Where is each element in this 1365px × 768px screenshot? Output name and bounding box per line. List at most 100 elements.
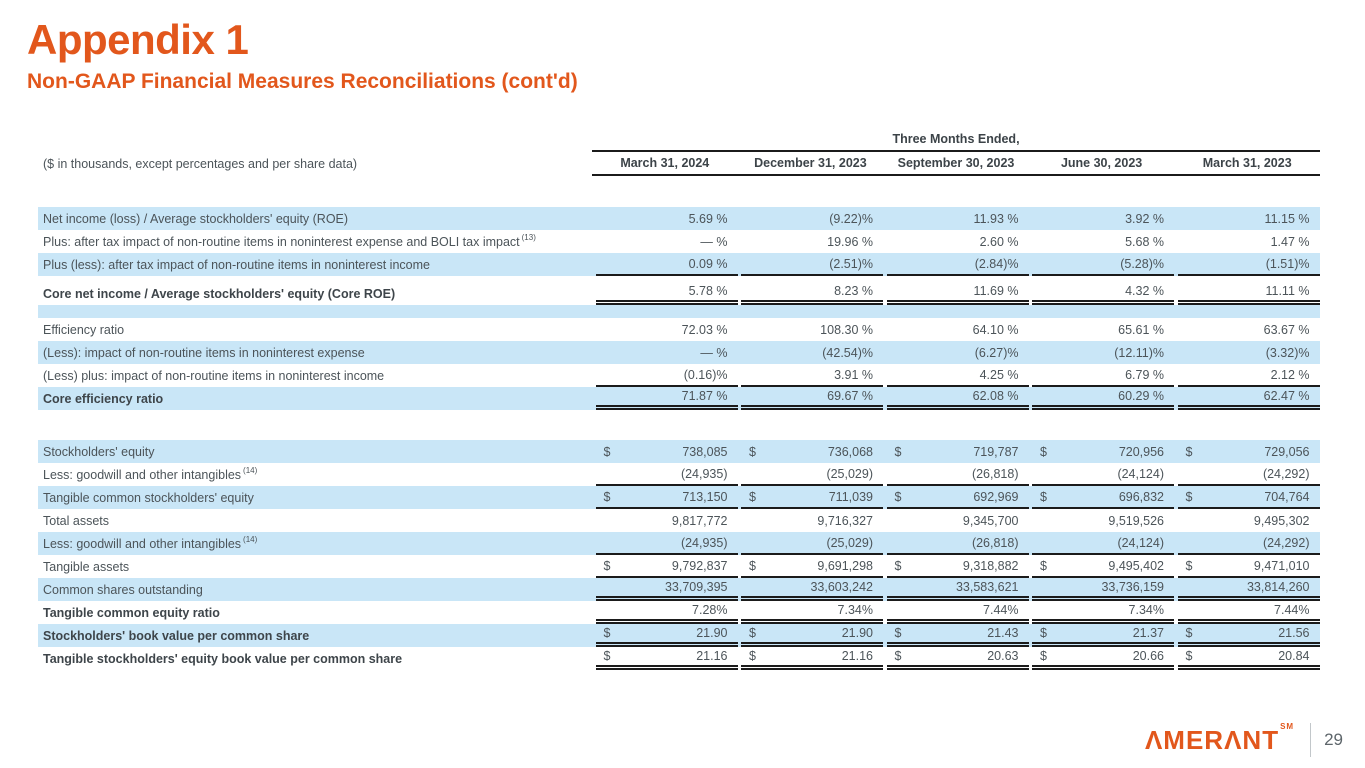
value-text: (24,124)	[1117, 535, 1164, 550]
page-title: Appendix 1	[27, 16, 249, 63]
table-row: Core net income / Average stockholders' …	[38, 282, 1320, 305]
cell-value: (24,935)	[595, 463, 738, 486]
cell-value: 5.68 %	[1032, 230, 1174, 253]
cell-value: 7.34%	[1032, 601, 1174, 624]
value-text: (26,818)	[971, 535, 1019, 550]
row-label: Stockholders' book value per common shar…	[43, 628, 310, 643]
cell-value: 62.08 %	[886, 387, 1029, 410]
value-text: 33,736,159	[1101, 580, 1164, 594]
cell-value: 0.09 %	[595, 253, 738, 276]
table-row: (Less): impact of non-routine items in n…	[38, 341, 1320, 364]
dollar-sign: $	[749, 558, 756, 573]
cell-value: 65.61 %	[1032, 318, 1174, 341]
dollar-sign: $	[1040, 649, 1047, 663]
dollar-sign: $	[1185, 444, 1193, 459]
cell-value: (2.51)%	[741, 253, 883, 276]
cell-value: 4.25 %	[886, 364, 1029, 387]
cell-value: (26,818)	[886, 463, 1029, 486]
value-text: 8.23 %	[834, 284, 873, 298]
dollar-sign: $	[1040, 444, 1047, 459]
cell-value: 9,345,700	[887, 509, 1029, 532]
table-row: Net income (loss) / Average stockholders…	[38, 207, 1320, 230]
value-text: 21.90	[841, 626, 873, 640]
value-text: (25,029)	[826, 466, 873, 481]
value-text: 62.47 %	[1263, 389, 1310, 403]
value-text: (24,935)	[680, 535, 728, 550]
cell-value: $9,318,882	[886, 555, 1029, 578]
value-text: 69.67 %	[827, 389, 873, 403]
value-text: 9,318,882	[962, 558, 1019, 573]
cell-value: 7.44%	[886, 601, 1029, 624]
value-text: 719,787	[973, 444, 1019, 459]
value-text: 20.66	[1132, 649, 1164, 663]
dollar-sign: $	[603, 444, 611, 459]
dollar-sign: $	[894, 626, 902, 640]
table-row: Common shares outstanding 33,709,395 33,60…	[38, 578, 1320, 601]
cell-value: (42.54)%	[741, 341, 883, 364]
value-text: 711,039	[828, 489, 873, 504]
value-text: 21.90	[696, 626, 728, 640]
value-text: (24,935)	[680, 466, 728, 481]
row-label: Efficiency ratio	[43, 322, 125, 337]
dollar-sign: $	[1185, 558, 1193, 573]
value-text: 108.30 %	[820, 322, 873, 337]
value-text: 4.32 %	[1125, 284, 1164, 298]
cell-value: 1.47 %	[1178, 230, 1320, 253]
dollar-sign: $	[1185, 649, 1193, 663]
value-text: 7.44%	[983, 603, 1019, 617]
table-row: Core efficiency ratio 71.87 % 69.67 % 62.08…	[38, 387, 1320, 410]
value-text: (9.22)%	[829, 211, 873, 226]
value-text: 720,956	[1118, 444, 1164, 459]
row-label: Tangible assets	[43, 559, 130, 574]
cell-value: — %	[596, 230, 738, 253]
value-text: 21.56	[1278, 626, 1310, 640]
header-spacer	[38, 132, 592, 152]
value-text: (24,292)	[1262, 535, 1310, 550]
table-row: Total assets 9,817,772 9,716,327 9,345,700 9…	[38, 509, 1320, 532]
cell-value: 11.11 %	[1177, 282, 1320, 305]
table-row: Stockholders' equity $738,085 $736,068 $719…	[38, 440, 1320, 463]
cell-value: 7.28%	[595, 601, 738, 624]
cell-value: (25,029)	[741, 463, 883, 486]
value-text: 11.69 %	[973, 284, 1019, 298]
value-text: 696,832	[1118, 489, 1164, 504]
row-label: (Less): impact of non-routine items in n…	[43, 345, 365, 360]
value-text: — %	[700, 345, 728, 360]
column-header: December 31, 2023	[754, 156, 867, 170]
value-text: 2.60 %	[979, 234, 1019, 249]
cell-value: $20.84	[1177, 647, 1320, 670]
value-text: — %	[700, 234, 728, 249]
value-text: 7.34%	[1128, 603, 1164, 617]
value-text: 72.03 %	[681, 322, 728, 337]
cell-value: 3.92 %	[1032, 207, 1174, 230]
value-text: 33,814,260	[1246, 580, 1310, 594]
value-text: (3.32)%	[1265, 345, 1310, 360]
table-row: Less: goodwill and other intangibles (14)…	[38, 463, 1320, 486]
cell-value: (24,292)	[1177, 463, 1320, 486]
table-body: Net income (loss) / Average stockholders…	[38, 207, 1320, 670]
row-label: Net income (loss) / Average stockholders…	[43, 211, 349, 226]
cell-value: $720,956	[1032, 440, 1174, 463]
value-text: 65.61 %	[1118, 322, 1164, 337]
value-text: (26,818)	[971, 466, 1019, 481]
row-label: Common shares outstanding	[43, 582, 203, 597]
cell-value: 72.03 %	[596, 318, 738, 341]
cell-value: $20.63	[886, 647, 1029, 670]
cell-value: 60.29 %	[1032, 387, 1174, 410]
cell-value: $21.37	[1032, 624, 1174, 647]
cell-value: $696,832	[1032, 486, 1174, 509]
value-text: 11.15 %	[1264, 211, 1310, 226]
cell-value: 19.96 %	[741, 230, 883, 253]
cell-value: $738,085	[596, 440, 738, 463]
cell-value: 71.87 %	[595, 387, 738, 410]
column-group-header: Three Months Ended,	[592, 132, 1320, 152]
row-label: Tangible common stockholders' equity	[43, 490, 254, 505]
cell-value: (0.16)%	[595, 364, 738, 387]
cell-value: $729,056	[1178, 440, 1320, 463]
value-text: 7.28%	[692, 603, 728, 617]
value-text: (12.11)%	[1114, 345, 1164, 360]
page-number: 29	[1324, 730, 1343, 749]
value-text: 21.37	[1132, 626, 1164, 640]
value-text: 60.29 %	[1118, 389, 1164, 403]
